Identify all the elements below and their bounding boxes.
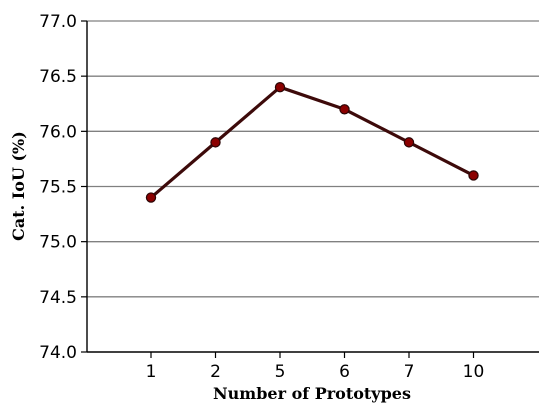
x-tick-label: 2 [210,362,221,382]
data-point [274,81,286,93]
x-tick-label: 7 [404,362,415,382]
y-tick-labels: 74.0 74.5 75.0 75.5 76.0 76.5 77.0 [39,12,77,363]
y-tick-label: 76.0 [39,122,77,142]
series-line [149,85,476,200]
y-tick-label: 75.5 [39,178,77,198]
y-tick-label: 77.0 [39,12,77,32]
x-axis-label: Number of Prototypes [213,384,411,403]
x-tick-label: 5 [275,362,286,382]
x-tick-label: 1 [146,362,157,382]
data-point [210,137,221,148]
grid-layer [87,20,539,298]
axes-layer [81,20,539,358]
data-point [403,137,415,148]
y-tick-label: 74.5 [39,288,77,308]
x-tick-label: 10 [463,362,485,382]
series-layer [145,81,479,203]
data-point [145,192,157,203]
x-tick-labels: 1 2 5 6 7 10 [146,362,485,382]
y-axis-label: Cat. IoU (%) [9,131,28,241]
y-tick-label: 75.0 [39,233,77,253]
y-tick-label: 74.0 [39,343,77,363]
data-point [339,104,350,115]
x-tick-label: 6 [339,362,350,382]
data-point [468,170,479,181]
y-tick-label: 76.5 [39,67,77,87]
